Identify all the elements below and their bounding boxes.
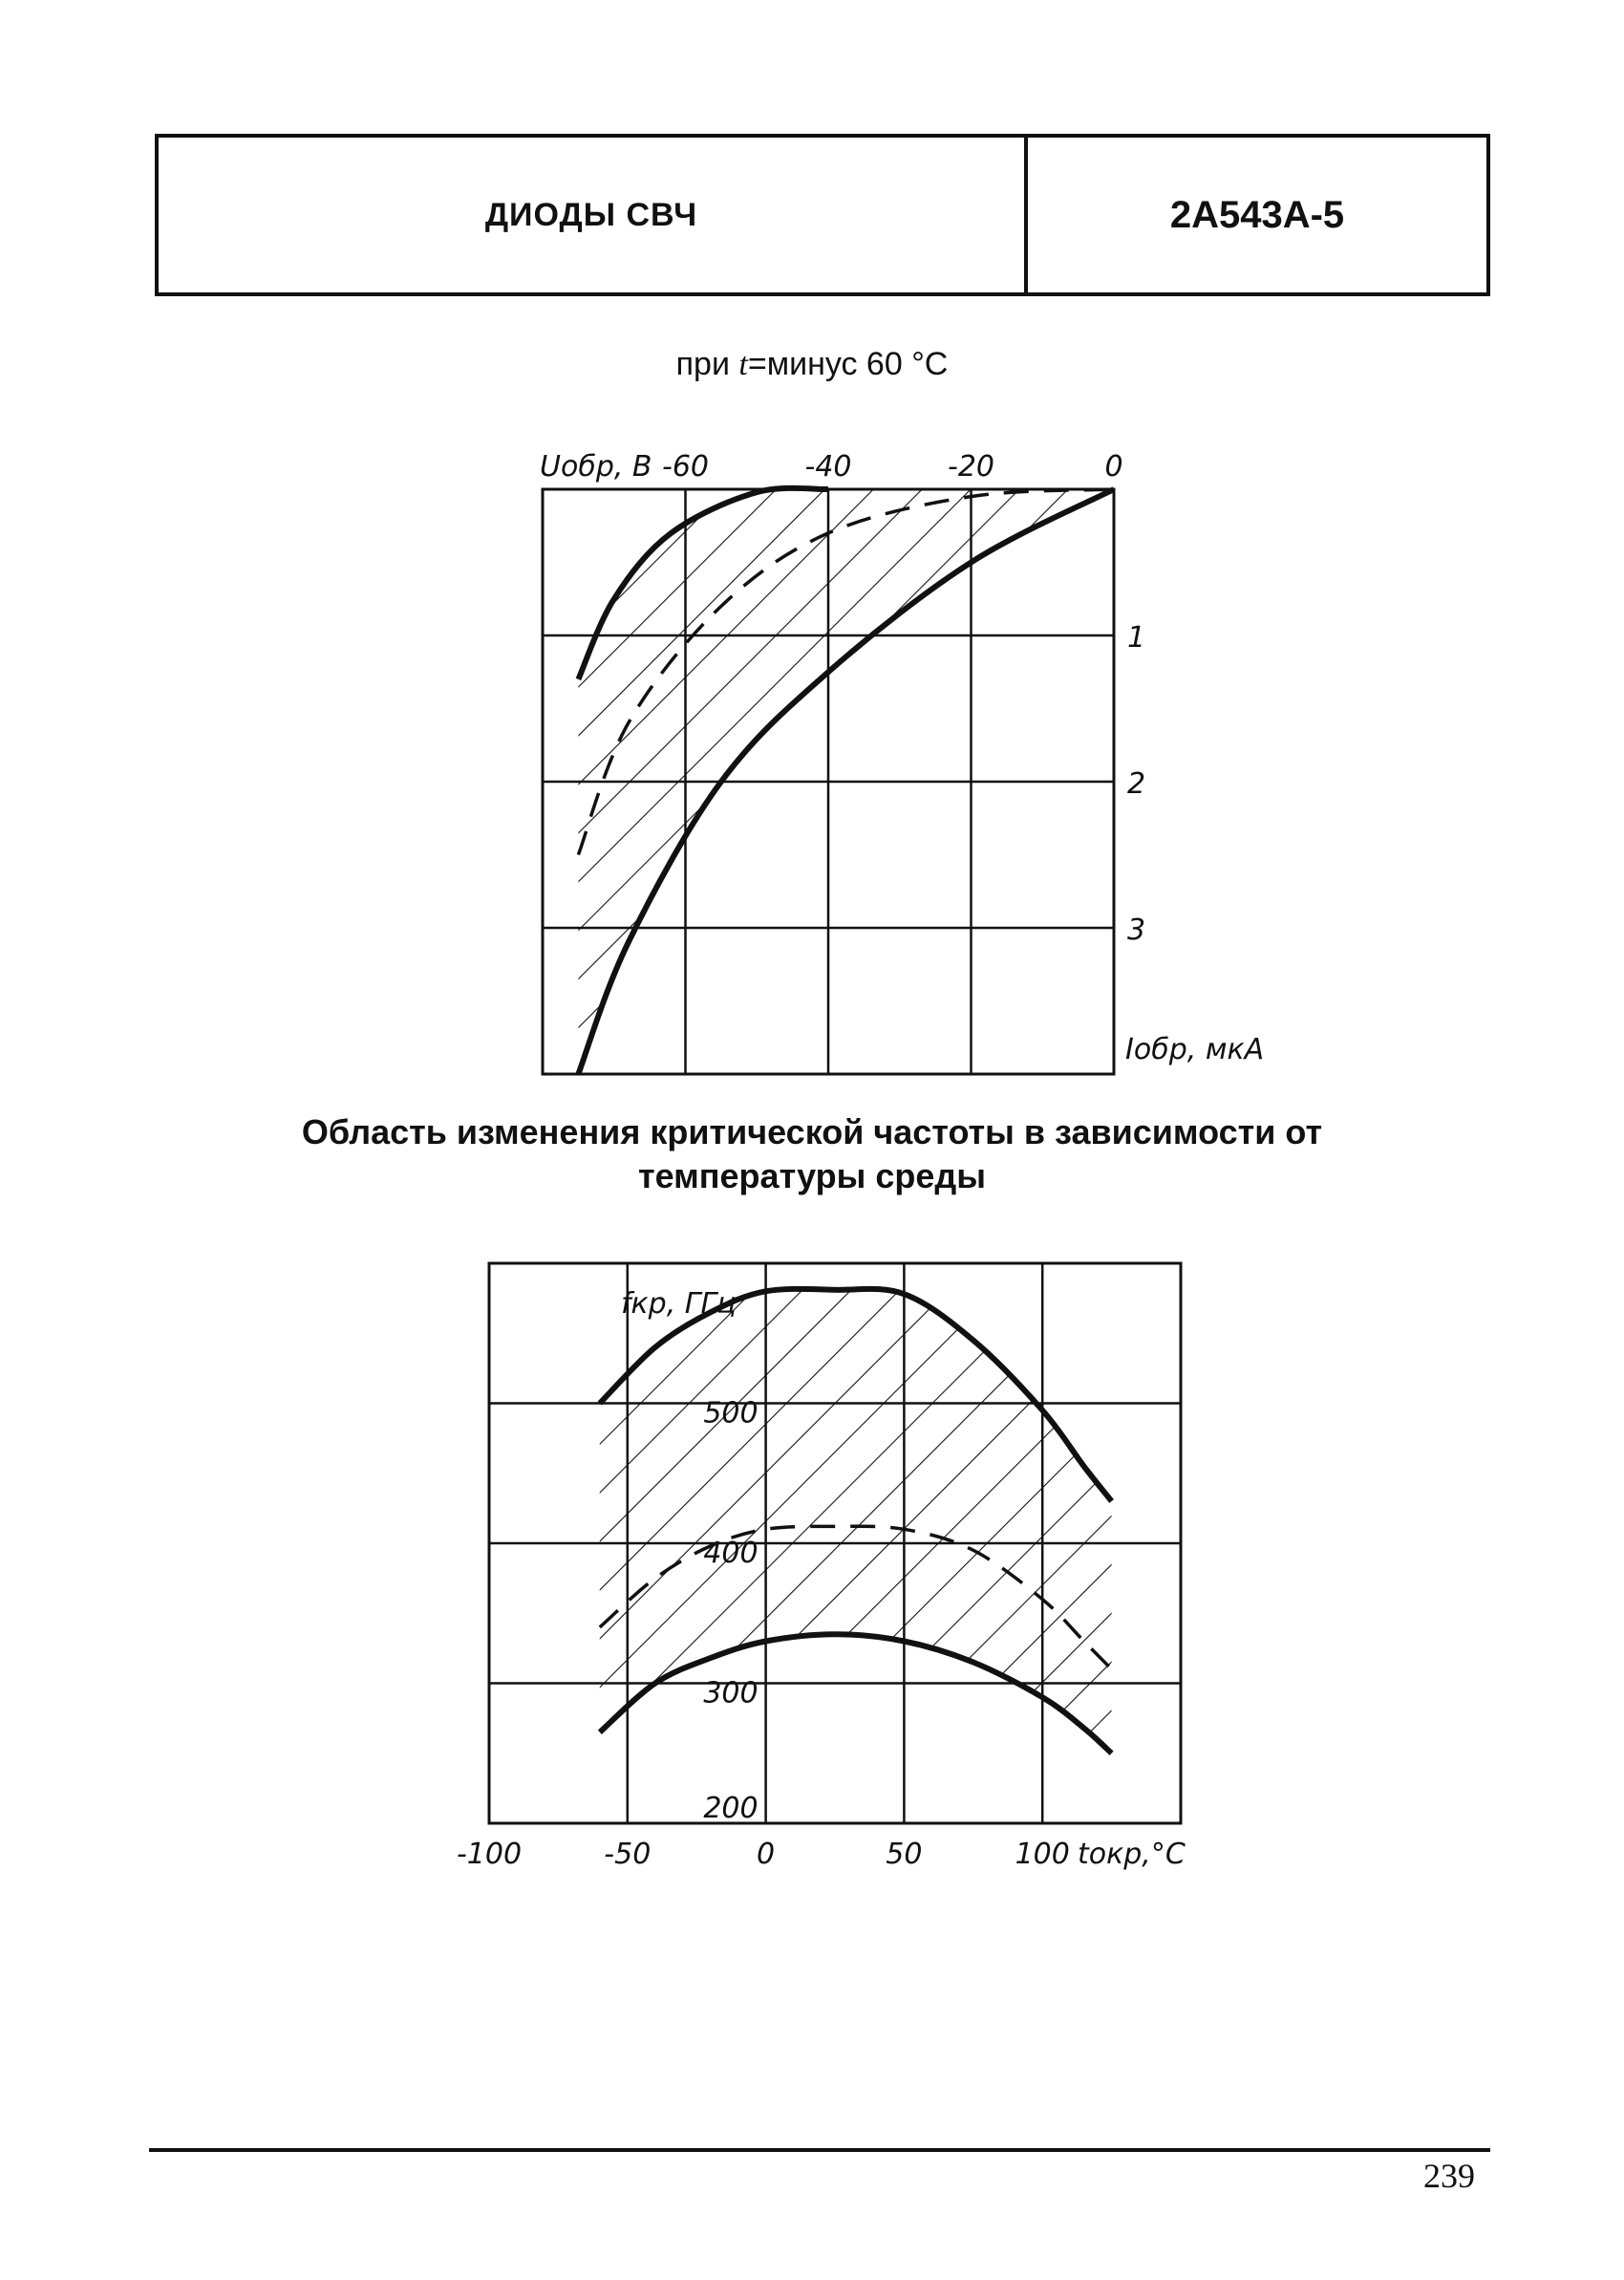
chart1-y-axis-label: Iобр, мкА xyxy=(1125,1033,1264,1066)
chart2-y-axis-label: fкр, ГГц xyxy=(621,1287,737,1321)
chart2-x-tick-label: 50 xyxy=(886,1838,922,1871)
chart2-median-curve xyxy=(598,1524,1113,1671)
chart1-x-tick-label: -20 xyxy=(948,450,994,484)
chart2-y-tick-label: 400 xyxy=(703,1537,758,1570)
chart2-fcrit-vs-temp: fкр, ГГц -100 -50 0 50 100 200 300 400 500 tокр… xyxy=(457,1261,1186,1871)
chart2-x-tick-label: -100 xyxy=(457,1838,522,1871)
chart2-section-title: Область изменения критической частоты в … xyxy=(301,1112,1323,1195)
chart1-hatched-region xyxy=(578,489,1114,1074)
chart2-y-tick-label: 200 xyxy=(703,1792,758,1825)
chart1-reverse-iv: Uобр, В -60 -40 -20 0 1 2 3 Iобр, мкА xyxy=(540,450,1264,1076)
chart2-y-ticks: 200 300 400 500 xyxy=(703,1397,758,1826)
chart2-x-ticks: -100 -50 0 50 100 xyxy=(457,1838,1070,1871)
chart1-lower-bound-curve xyxy=(575,486,1116,1076)
chart2-upper-bound-curve xyxy=(597,1285,1114,1503)
chart1-y-tick-label: 1 xyxy=(1127,621,1145,655)
chart1-condition-caption: при t=минус 60 °С xyxy=(0,346,1624,383)
chart2-hatched-region xyxy=(599,1288,1112,1753)
chart2-x-axis-label: tокр,°C xyxy=(1078,1838,1186,1871)
caption-prefix: при xyxy=(675,346,739,382)
header-category-title: ДИОДЫ СВЧ xyxy=(484,196,698,233)
chart1-y-ticks: 1 2 3 xyxy=(1127,621,1145,947)
chart1-y-tick-label: 3 xyxy=(1127,914,1145,947)
chart2-y-tick-label: 500 xyxy=(703,1397,758,1430)
chart2-y-tick-label: 300 xyxy=(703,1677,758,1710)
chart1-x-ticks: -60 -40 -20 0 xyxy=(662,450,1123,484)
header-box xyxy=(155,134,1490,296)
caption-suffix: =минус 60 °С xyxy=(747,346,949,382)
chart1-x-tick-label: -40 xyxy=(805,450,852,484)
page-number: 239 xyxy=(1423,2157,1475,2195)
chart1-y-tick-label: 2 xyxy=(1127,767,1145,801)
chart1-x-tick-label: 0 xyxy=(1104,450,1122,484)
chart1-x-axis-label: Uобр, В xyxy=(540,450,652,484)
chart1-median-curve xyxy=(576,487,1115,856)
chart2-x-tick-label: 100 xyxy=(1015,1838,1070,1871)
header-part-number: 2А543А-5 xyxy=(1169,193,1345,236)
chart1-upper-bound-curve xyxy=(575,484,829,681)
chart1-x-tick-label: -60 xyxy=(662,450,709,484)
header-divider xyxy=(1024,134,1028,296)
chart2-x-tick-label: -50 xyxy=(604,1838,651,1871)
caption-variable: t xyxy=(738,347,748,382)
footer-rule xyxy=(149,2148,1490,2152)
chart2-x-tick-label: 0 xyxy=(757,1838,775,1871)
chart2-lower-bound-curve xyxy=(597,1631,1114,1756)
